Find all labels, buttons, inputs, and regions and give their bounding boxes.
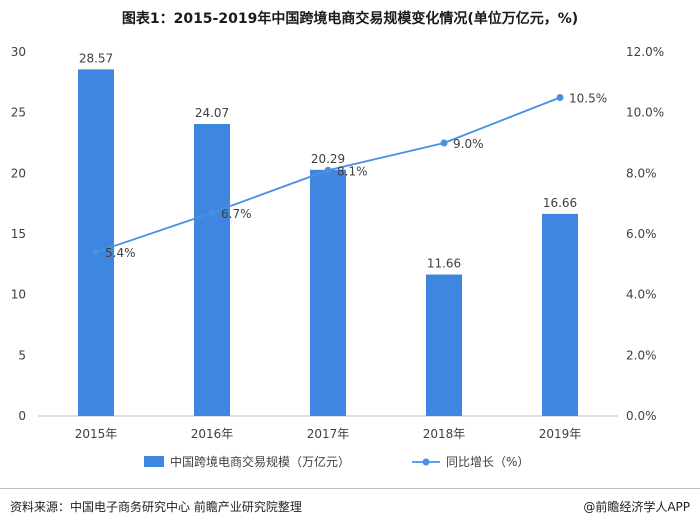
legend-line-marker <box>422 458 430 466</box>
y-left-tick-label: 10 <box>11 288 26 302</box>
line-point <box>92 248 100 256</box>
line-point <box>440 139 448 147</box>
bar-value-label: 20.29 <box>311 152 345 166</box>
y-right-tick-label: 10.0% <box>626 106 664 120</box>
y-right-tick-label: 8.0% <box>626 166 657 180</box>
y-left-tick-label: 0 <box>18 409 26 423</box>
y-right-tick-label: 0.0% <box>626 409 657 423</box>
footer: 资料来源：中国电子商务研究中心 前瞻产业研究院整理 @前瞻经济学人APP <box>0 488 700 523</box>
y-left-tick-label: 5 <box>18 348 26 362</box>
y-right-tick-label: 2.0% <box>626 348 657 362</box>
line-point <box>324 166 332 174</box>
y-right-tick-label: 4.0% <box>626 288 657 302</box>
y-left-tick-label: 15 <box>11 227 26 241</box>
combo-chart: 0 5 10 15 20 25 30 0.0% 2.0% 4.0% 6.0% 8.0% 10.0% 12.… <box>11 45 664 469</box>
legend-bar-swatch <box>144 456 164 467</box>
y-left-tick-label: 20 <box>11 166 26 180</box>
chart-title: 图表1：2015-2019年中国跨境电商交易规模变化情况(单位万亿元，%) <box>121 11 579 27</box>
line-value-label: 9.0% <box>453 137 484 151</box>
source-note: 资料来源：中国电子商务研究中心 前瞻产业研究院整理 <box>10 500 302 514</box>
line-value-label: 5.4% <box>105 246 136 260</box>
bar <box>310 169 346 416</box>
bar-value-label: 28.57 <box>79 51 113 65</box>
legend-line-label: 同比增长（%） <box>446 455 529 469</box>
bar <box>542 213 578 416</box>
bar <box>78 69 114 416</box>
bar-value-label: 11.66 <box>427 257 461 271</box>
x-tick-label: 2019年 <box>539 427 582 441</box>
x-tick-label: 2015年 <box>75 427 118 441</box>
bar <box>194 123 230 416</box>
bar-value-label: 16.66 <box>543 196 577 210</box>
y-right-tick-label: 6.0% <box>626 227 657 241</box>
line-value-label: 10.5% <box>569 92 607 106</box>
x-tick-label: 2018年 <box>423 427 466 441</box>
y-left-tick-label: 25 <box>11 106 26 120</box>
brand-label: @前瞻经济学人APP <box>583 500 690 514</box>
line-value-label: 8.1% <box>337 164 368 178</box>
line-point <box>208 209 216 217</box>
x-tick-label: 2017年 <box>307 427 350 441</box>
bar-value-label: 24.07 <box>195 106 229 120</box>
line-value-label: 6.7% <box>221 207 252 221</box>
x-tick-label: 2016年 <box>191 427 234 441</box>
y-left-tick-label: 30 <box>11 45 26 59</box>
bar <box>426 274 462 416</box>
legend-bar-label: 中国跨境电商交易规模（万亿元） <box>170 454 350 469</box>
y-right-tick-label: 12.0% <box>626 45 664 59</box>
line-point <box>556 94 564 101</box>
